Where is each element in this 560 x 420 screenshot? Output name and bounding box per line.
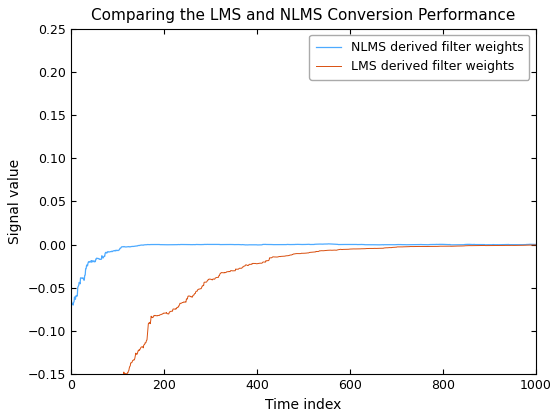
NLMS derived filter weights xyxy=(273,242,280,247)
NLMS derived filter weights xyxy=(68,299,75,304)
NLMS derived filter weights xyxy=(440,242,446,247)
Title: Comparing the LMS and NLMS Conversion Performance: Comparing the LMS and NLMS Conversion Pe… xyxy=(91,8,516,24)
Line: NLMS derived filter weights: NLMS derived filter weights xyxy=(72,244,536,305)
Line: LMS derived filter weights: LMS derived filter weights xyxy=(72,245,536,420)
NLMS derived filter weights xyxy=(325,241,332,247)
NLMS derived filter weights xyxy=(388,242,395,247)
LMS derived filter weights xyxy=(273,255,280,260)
NLMS derived filter weights xyxy=(431,242,438,247)
LMS derived filter weights xyxy=(439,244,446,249)
NLMS derived filter weights xyxy=(116,247,123,252)
LMS derived filter weights xyxy=(533,242,539,247)
Y-axis label: Signal value: Signal value xyxy=(8,159,22,244)
LMS derived filter weights xyxy=(116,383,123,389)
LMS derived filter weights xyxy=(388,245,394,250)
X-axis label: Time index: Time index xyxy=(265,398,342,412)
NLMS derived filter weights xyxy=(256,242,263,247)
LMS derived filter weights xyxy=(431,244,437,249)
NLMS derived filter weights xyxy=(533,242,539,247)
LMS derived filter weights xyxy=(530,242,536,247)
Legend: NLMS derived filter weights, LMS derived filter weights: NLMS derived filter weights, LMS derived… xyxy=(309,35,529,80)
LMS derived filter weights xyxy=(256,261,263,266)
NLMS derived filter weights xyxy=(70,303,77,308)
